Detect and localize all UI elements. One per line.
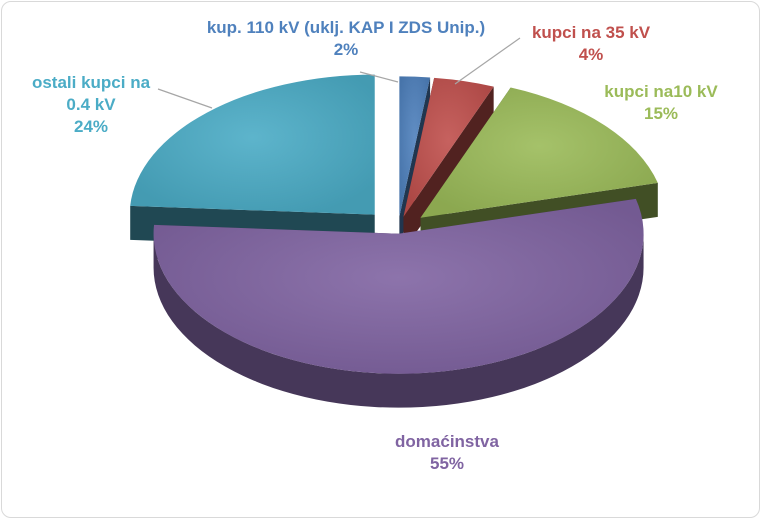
label-35kv: kupci na 35 kV 4% <box>532 23 651 64</box>
label-domacinstva: domaćinstva 55% <box>395 432 499 473</box>
label-10kv: kupci na10 kV 15% <box>604 82 718 123</box>
slice-ostali <box>130 74 375 249</box>
leader-line-ostali <box>157 88 213 109</box>
label-110kv: kup. 110 kV (uklj. KAP I ZDS Unip.) 2% <box>207 18 485 59</box>
leader-line-110kv <box>359 71 399 83</box>
label-ostali: ostali kupci na 0.4 kV 24% <box>32 73 151 136</box>
leader-line-35kv <box>454 37 521 85</box>
slice-domacinstva <box>153 198 644 408</box>
